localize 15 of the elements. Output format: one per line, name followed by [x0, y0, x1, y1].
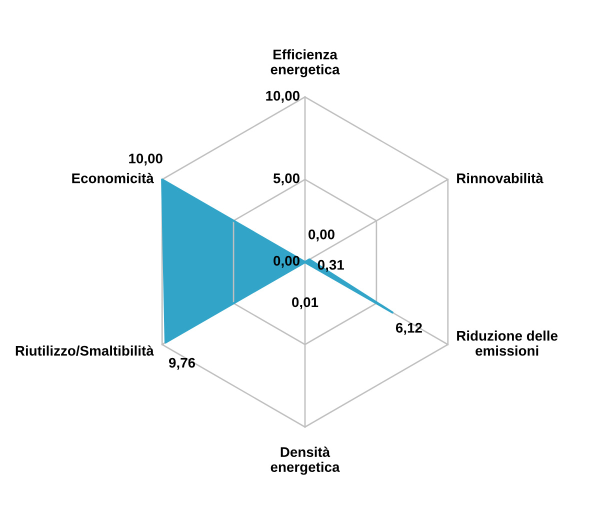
data-label: 0,00	[308, 229, 334, 242]
spoke-label: Riduzione delle emissioni	[457, 330, 558, 356]
data-label: 0,31	[318, 260, 344, 272]
data-label: 6,12	[396, 322, 422, 335]
spoke-label: Densità energetica	[270, 446, 340, 475]
data-label: 10,00	[129, 154, 162, 166]
y-tick-label: 0,00	[274, 256, 300, 268]
data-label: 0,01	[292, 297, 318, 310]
spoke-label: Efficienza energetica	[270, 49, 340, 78]
spoke-label: Economicità	[72, 172, 154, 184]
data-label: 9,76	[169, 358, 196, 370]
y-tick-label: 10,00	[266, 90, 300, 103]
y-tick-label: 5,00	[273, 173, 300, 186]
spoke-label: Rinnovabilità	[457, 172, 544, 184]
spoke-label: Riutilizzo/Smaltibilità	[16, 345, 154, 356]
